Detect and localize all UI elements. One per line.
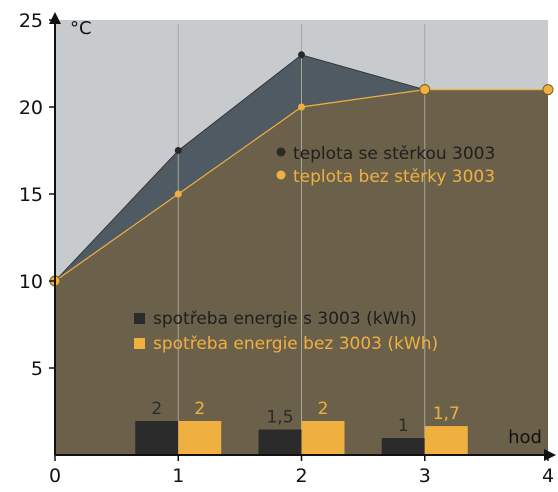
y-tick-label-25: 25 [19, 10, 43, 32]
grid-layer [177, 24, 426, 455]
legend-label-teplota-bez-sterky: teplota bez stěrky 3003 [293, 167, 495, 187]
x-axis-arrow [544, 449, 556, 461]
point-layer [49, 51, 554, 287]
bar-1-1 [178, 421, 222, 455]
y-axis-label: °C [70, 18, 92, 39]
legend: teplota se stěrkou 3003 teplota bez stěr… [134, 144, 495, 354]
bar-1-3 [424, 426, 468, 455]
point-series-1-x2 [298, 103, 305, 111]
x-tick-label-4: 4 [542, 465, 554, 487]
axes-layer: 5 10 15 20 25 0 1 2 3 4 [19, 10, 556, 487]
x-axis-label: hod [508, 427, 542, 448]
y-tick-label-20: 20 [19, 97, 43, 119]
y-axis-arrow [49, 12, 61, 24]
bar-label-1-3: 1,7 [433, 404, 460, 424]
y-tick-label-10: 10 [19, 271, 43, 293]
bar-label-1-2: 2 [318, 399, 329, 419]
x-tick-label-0: 0 [49, 465, 61, 487]
bar-layer: 2 2 1,5 2 1 1,7 [135, 399, 468, 455]
legend-marker-spotreba-s [134, 313, 145, 324]
bar-label-1-1: 2 [194, 399, 205, 419]
point-series-1-x3 [419, 84, 431, 96]
bar-label-0-1: 2 [151, 399, 162, 419]
bar-label-0-2: 1,5 [266, 408, 293, 428]
bar-0-1 [135, 421, 179, 455]
x-tick-label-1: 1 [172, 465, 184, 487]
legend-marker-teplota-bez-sterky [276, 170, 286, 180]
point-series-1-x4 [542, 84, 554, 96]
bar-label-0-3: 1 [398, 416, 409, 436]
legend-label-teplota-se-sterkou: teplota se stěrkou 3003 [293, 144, 495, 164]
legend-label-spotreba-s: spotřeba energie s 3003 (kWh) [153, 309, 417, 329]
x-tick-label-2: 2 [295, 465, 307, 487]
legend-marker-spotreba-bez [134, 338, 145, 349]
y-tick-label-15: 15 [19, 184, 43, 206]
y-tick-label-5: 5 [31, 358, 43, 380]
bar-0-3 [381, 438, 425, 455]
legend-label-spotreba-bez: spotřeba energie bez 3003 (kWh) [153, 334, 438, 354]
point-series-1-x1 [174, 190, 182, 198]
x-tick-label-3: 3 [419, 465, 431, 487]
point-series-0-x2 [298, 51, 305, 59]
point-series-0-x1 [174, 147, 182, 154]
bar-1-2 [301, 421, 345, 455]
legend-marker-teplota-se-sterkou [276, 147, 286, 157]
bar-0-2 [258, 429, 302, 455]
